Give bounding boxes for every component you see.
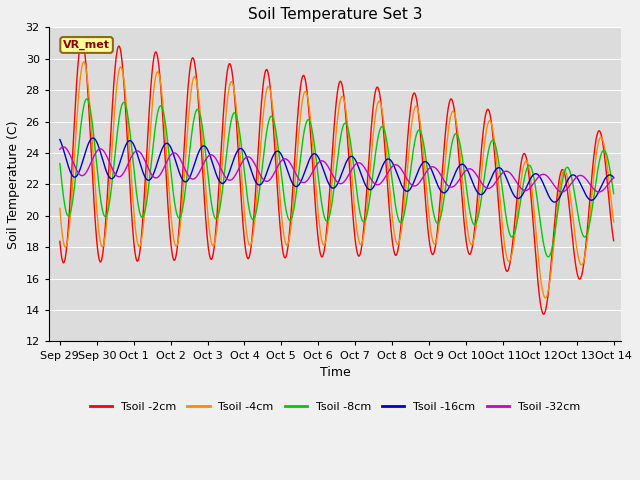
Title: Soil Temperature Set 3: Soil Temperature Set 3 [248,7,422,22]
Y-axis label: Soil Temperature (C): Soil Temperature (C) [7,120,20,249]
X-axis label: Time: Time [319,366,350,379]
Text: VR_met: VR_met [63,40,110,50]
Legend: Tsoil -2cm, Tsoil -4cm, Tsoil -8cm, Tsoil -16cm, Tsoil -32cm: Tsoil -2cm, Tsoil -4cm, Tsoil -8cm, Tsoi… [85,397,584,416]
